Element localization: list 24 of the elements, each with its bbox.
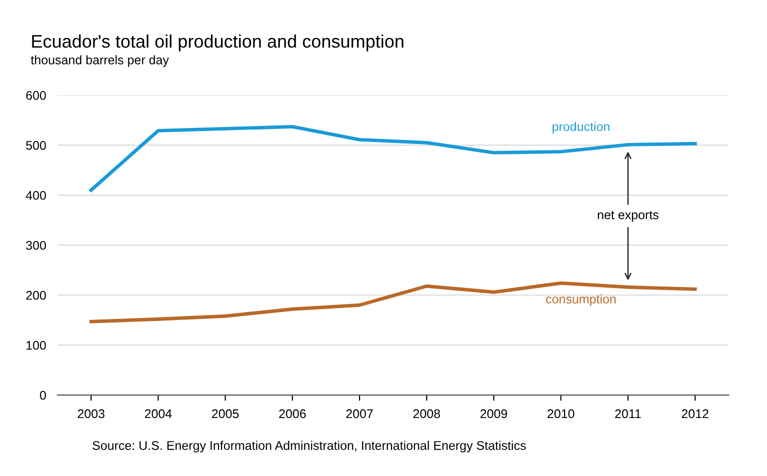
series-label: consumption [546,294,616,306]
y-tick-label: 400 [26,190,46,200]
line-series [89,281,697,324]
y-tick-label: 300 [26,240,46,250]
chart-title: Ecuador's total oil production and consumption [32,34,404,52]
x-tick-label: 2011 [615,409,641,418]
y-tick-label: 0 [40,390,46,400]
y-tick-label: 600 [26,91,46,100]
source-note: Source: U.S. Energy Information Administration, International Energy Statistics [92,440,526,452]
x-tick-label: 2004 [144,409,172,418]
chart-subtitle: thousand barrels per day [30,55,169,67]
x-tick-label: 2009 [480,409,508,418]
x-tick-label: 2007 [346,409,373,418]
x-tick-label: 2012 [682,409,708,418]
y-tick-label: 200 [26,290,46,300]
x-tick-label: 2010 [548,409,574,418]
series-label: production [552,122,610,134]
x-tick-label: 2003 [78,409,104,418]
x-tick-label: 2006 [279,409,306,418]
y-tick-label: 100 [26,340,46,350]
x-tick-label: 2005 [212,409,239,418]
annotation: net exports [598,211,658,222]
x-tick-label: 2008 [413,409,440,418]
y-tick-label: 500 [26,140,46,150]
